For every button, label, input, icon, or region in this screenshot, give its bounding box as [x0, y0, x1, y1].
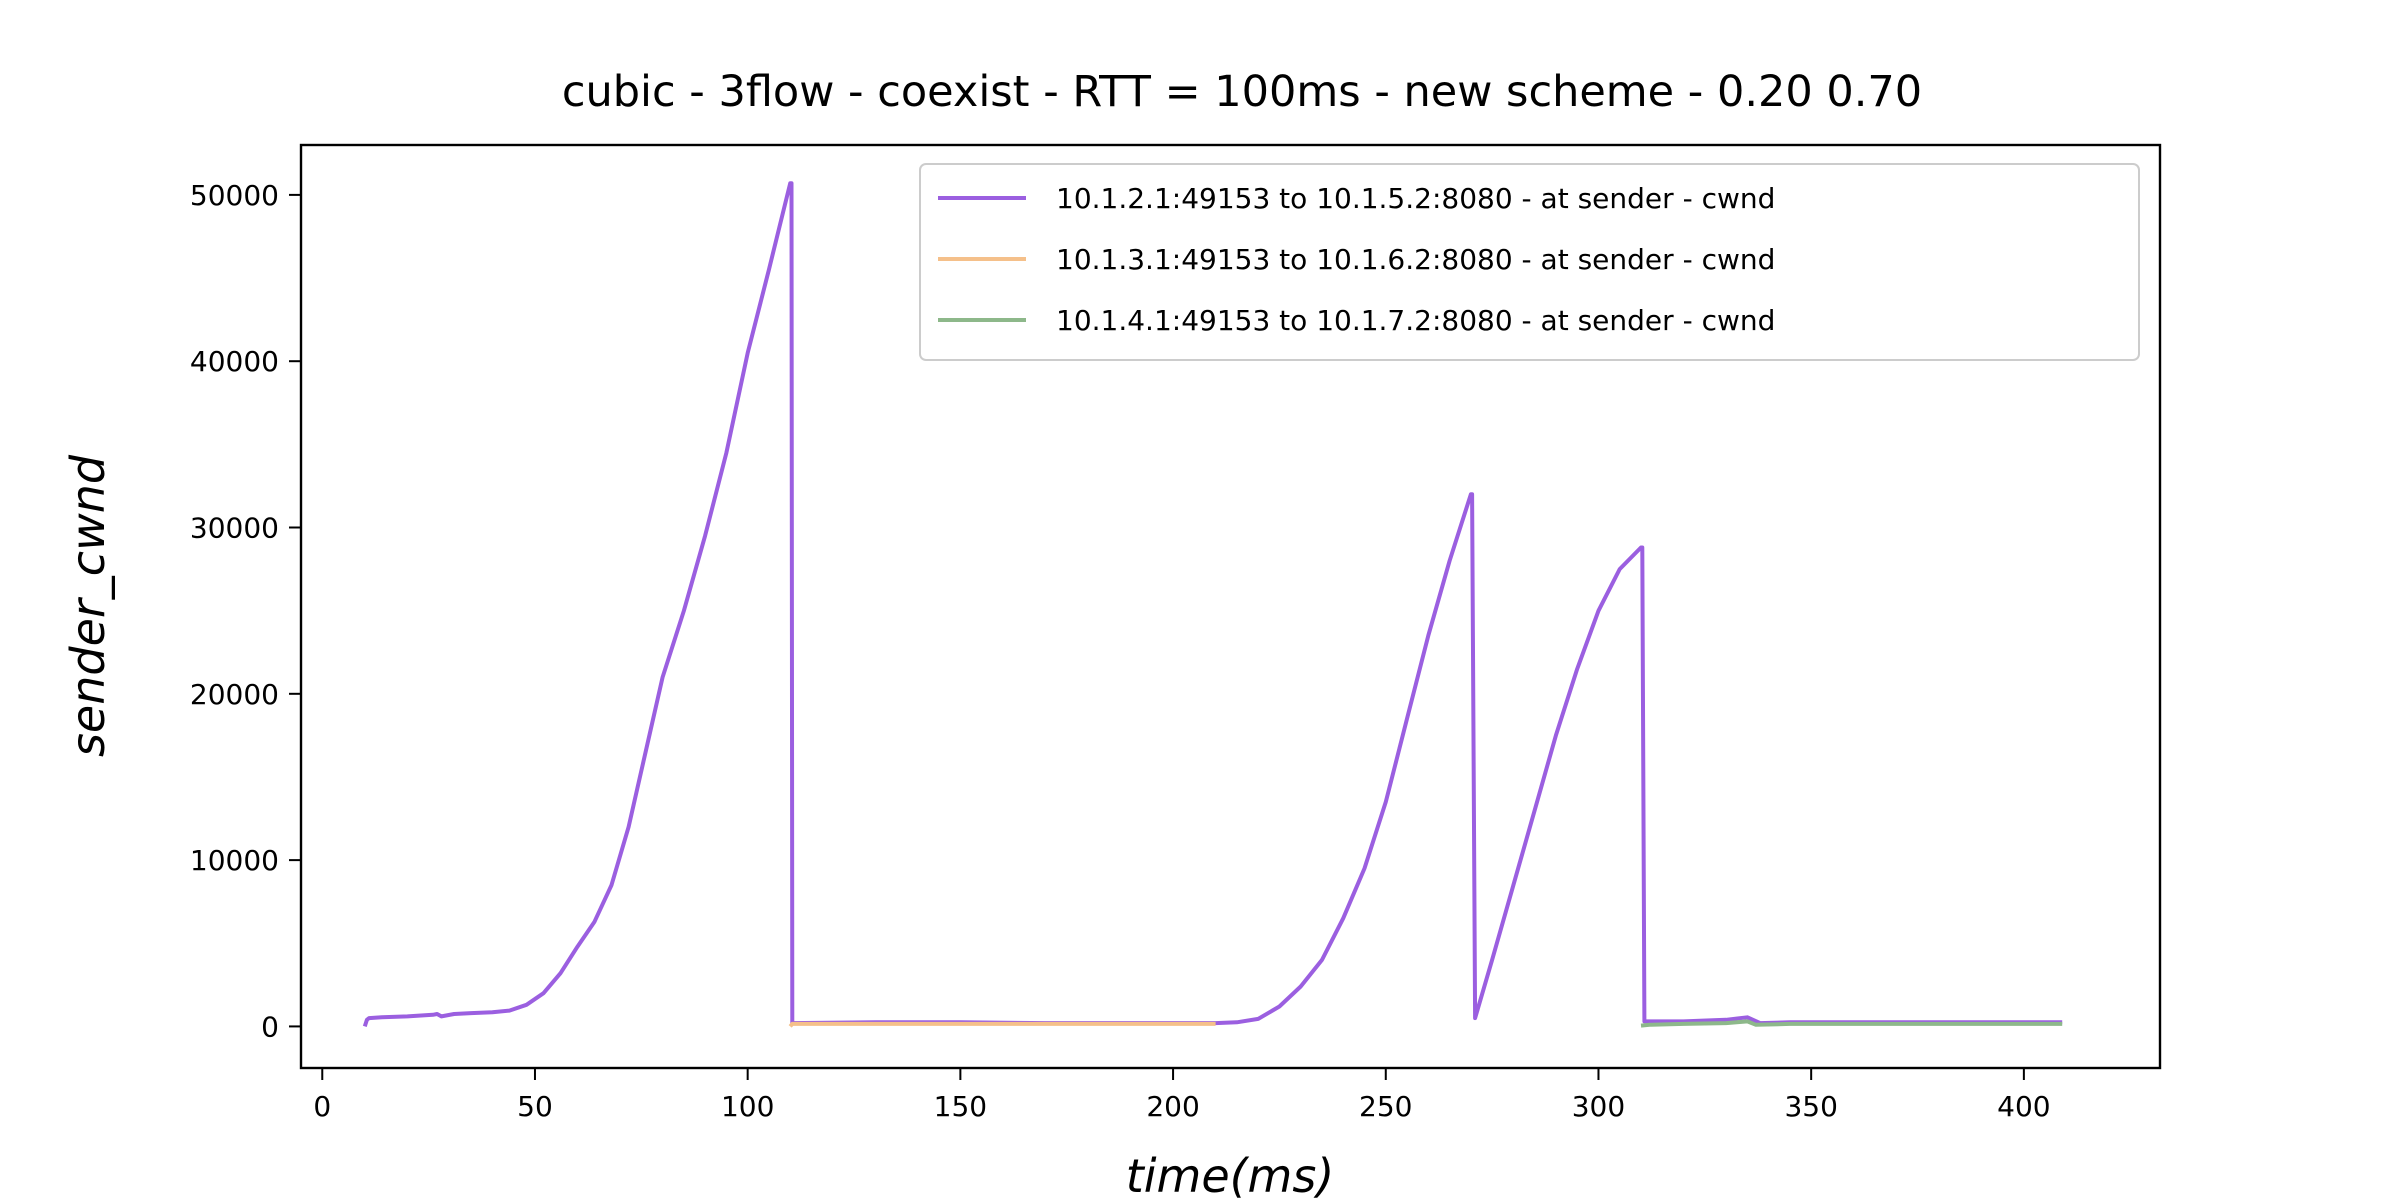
- x-tick-label: 200: [1146, 1090, 1199, 1123]
- y-tick-label: 30000: [190, 512, 279, 545]
- y-tick-label: 50000: [190, 179, 279, 212]
- x-tick-label: 50: [517, 1090, 553, 1123]
- legend-box: [919, 163, 2140, 361]
- chart-title: cubic - 3flow - coexist - RTT = 100ms - …: [562, 67, 1922, 117]
- series-line-3: [1640, 1019, 2063, 1028]
- series-line-2: [788, 1021, 1216, 1028]
- legend-label-2: 10.1.3.1:49153 to 10.1.6.2:8080 - at sen…: [1056, 243, 1775, 276]
- y-tick-label: 40000: [190, 345, 279, 378]
- x-axis-label: time(ms): [1126, 1149, 1335, 1200]
- x-tick-label: 250: [1359, 1090, 1412, 1123]
- x-tick-label: 150: [934, 1090, 987, 1123]
- plot-frame: [299, 143, 2162, 1070]
- x-axis-ticks: 0 50 100 150 200 250 300 350 400: [313, 1068, 2051, 1123]
- x-tick-label: 400: [1997, 1090, 2050, 1123]
- y-tick-label: 10000: [190, 844, 279, 877]
- legend-label-3: 10.1.4.1:49153 to 10.1.7.2:8080 - at sen…: [1056, 304, 1775, 337]
- x-tick-label: 350: [1784, 1090, 1837, 1123]
- x-tick-label: 0: [313, 1090, 331, 1123]
- legend: 10.1.2.1:49153 to 10.1.5.2:8080 - at sen…: [919, 163, 2140, 361]
- legend-label-1: 10.1.2.1:49153 to 10.1.5.2:8080 - at sen…: [1056, 182, 1775, 215]
- y-axis-ticks: 0 10000 20000 30000 40000 50000: [190, 179, 301, 1043]
- y-tick-label: 20000: [190, 678, 279, 711]
- series-lines: [362, 181, 2063, 1028]
- y-tick-label: 0: [261, 1010, 279, 1043]
- x-tick-label: 100: [721, 1090, 774, 1123]
- y-axis-label: sender_cwnd: [61, 454, 115, 757]
- x-tick-label: 300: [1572, 1090, 1625, 1123]
